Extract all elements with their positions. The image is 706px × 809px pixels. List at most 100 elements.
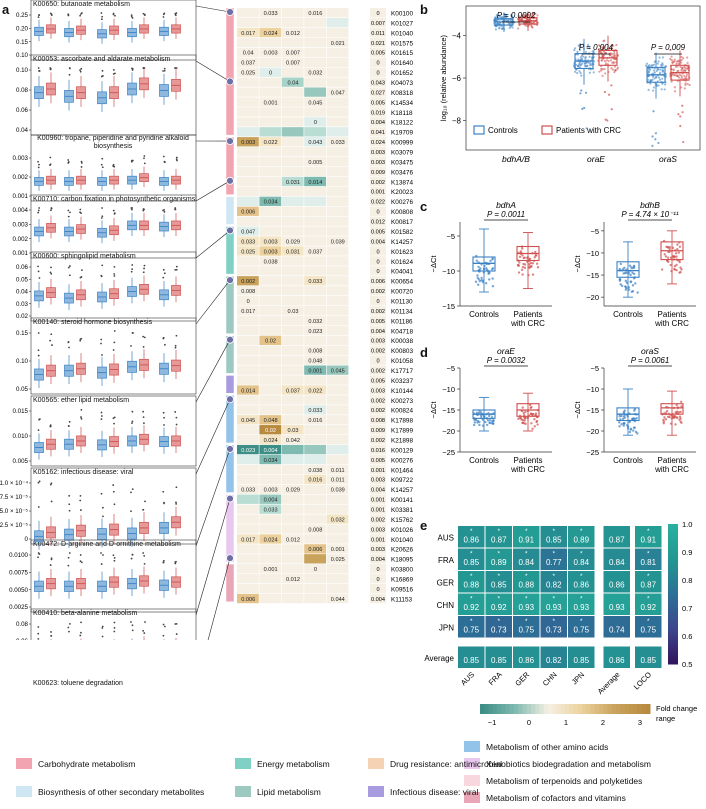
ko-id-label: K13874 xyxy=(391,179,413,186)
jitter-point xyxy=(516,27,520,30)
heatmap-cell-value: 0.85 xyxy=(463,558,479,567)
colorbar-segment xyxy=(668,661,678,665)
colorbar-segment xyxy=(668,616,678,620)
y-tick-label: −15 xyxy=(586,406,599,415)
fold-change-segment xyxy=(607,704,613,714)
y-tick-label: −20 xyxy=(586,427,599,436)
colorbar-segment xyxy=(668,546,678,550)
jitter-point xyxy=(531,12,534,16)
outlier-point xyxy=(130,159,133,162)
jitter-point xyxy=(619,283,622,286)
jitter-point xyxy=(663,88,666,91)
colorbar-segment xyxy=(668,588,678,592)
heatmap-cell xyxy=(259,454,282,465)
x-label-crc: with CRC xyxy=(654,465,689,474)
heatmap-cell xyxy=(304,494,326,504)
heatmap-side-value: 0.001 xyxy=(371,537,385,543)
heatmap-cell xyxy=(540,571,567,593)
fold-change-segment xyxy=(599,704,604,714)
jitter-point xyxy=(523,266,527,270)
col-label: CHN xyxy=(541,670,559,688)
heatmap-cell xyxy=(326,147,349,157)
jitter-point xyxy=(533,256,536,259)
outlier-point xyxy=(100,18,103,21)
heatmap-cell xyxy=(304,226,326,236)
legend-swatch-crc xyxy=(541,125,553,135)
heatmap-cell xyxy=(304,27,326,38)
heatmap-cell xyxy=(540,616,567,638)
y-tick-label: 2.5 × 10⁻⁵ xyxy=(0,522,28,529)
outlier-point xyxy=(101,506,104,509)
y-tick-label: 0.10 xyxy=(16,67,29,74)
colorbar-segment xyxy=(668,577,678,581)
jitter-point xyxy=(655,75,658,79)
heatmap-side-value: 0.024 xyxy=(371,140,385,146)
jitter-point xyxy=(580,57,584,61)
jitter-point xyxy=(688,83,691,87)
heatmap-cell xyxy=(326,206,349,216)
heatmap-cell xyxy=(259,166,282,177)
jitter-point xyxy=(581,107,584,110)
jitter-point xyxy=(473,421,476,424)
heatmap-cell xyxy=(281,325,304,336)
outlier-point xyxy=(79,208,82,211)
jitter-point xyxy=(680,55,683,59)
heatmap-side-value: 0.002 xyxy=(371,398,385,404)
outlier-point xyxy=(100,415,103,417)
heatmap-cell-value: 0.034 xyxy=(264,458,278,464)
gene-label: oraE xyxy=(587,154,605,164)
outlier-point xyxy=(175,12,178,14)
heatmap-cell xyxy=(237,266,259,276)
heatmap-cell-value: 0.014 xyxy=(308,180,322,186)
connector-dot xyxy=(226,445,234,453)
outlier-point xyxy=(142,552,145,554)
heatmap-cell-value: 0.002 xyxy=(241,279,255,285)
outlier-point xyxy=(163,272,166,275)
jitter-point xyxy=(669,57,672,61)
outlier-point xyxy=(163,501,165,504)
heatmap-cell xyxy=(237,454,259,465)
fold-change-segment xyxy=(616,704,621,714)
heatmap-cell-value: 0.037 xyxy=(241,61,255,67)
jitter-point xyxy=(578,63,581,66)
heatmap-cell xyxy=(603,646,630,668)
heatmap-side-cell xyxy=(370,77,386,87)
outlier-point xyxy=(142,335,145,338)
fold-change-tick: −1 xyxy=(488,718,497,727)
outlier-point xyxy=(175,423,178,426)
jitter-point xyxy=(521,273,524,276)
heatmap-side-cell xyxy=(370,147,386,157)
heatmap-cell xyxy=(281,593,304,604)
heatmap-cell xyxy=(237,27,259,38)
heatmap-cell xyxy=(259,97,282,107)
heatmap-cell xyxy=(635,526,662,548)
heatmap-side-cell xyxy=(370,425,386,435)
colorbar-segment xyxy=(668,627,678,631)
outlier-point xyxy=(81,269,83,272)
heatmap-cell-value: 0.012 xyxy=(286,31,300,37)
outlier-point xyxy=(174,268,177,271)
heatmap-cell xyxy=(237,226,259,236)
outlier-point xyxy=(113,212,116,215)
panel-letter-e: e xyxy=(420,518,428,533)
outlier-point xyxy=(131,629,134,632)
jitter-point xyxy=(661,56,665,59)
jitter-point xyxy=(686,82,689,86)
jitter-point xyxy=(531,427,534,430)
heatmap-cell-value: 0.04 xyxy=(243,51,254,57)
heatmap-cell-value: 0.004 xyxy=(264,498,278,504)
heatmap-cell xyxy=(281,385,304,395)
outlier-point xyxy=(144,621,146,623)
jitter-point xyxy=(474,418,478,422)
jitter-point xyxy=(678,260,681,264)
jitter-point xyxy=(670,80,673,83)
jitter-point xyxy=(521,265,525,269)
heatmap-side-value: 0.004 xyxy=(371,120,385,126)
y-tick-label: 0.08 xyxy=(16,621,29,628)
heatmap-cell xyxy=(326,295,349,306)
heatmap-cell-value: 0.034 xyxy=(264,200,278,206)
heatmap-cell xyxy=(281,345,304,355)
significance-star: * xyxy=(647,551,650,558)
x-label-crc: Patients xyxy=(658,456,687,465)
jitter-point xyxy=(685,75,688,79)
